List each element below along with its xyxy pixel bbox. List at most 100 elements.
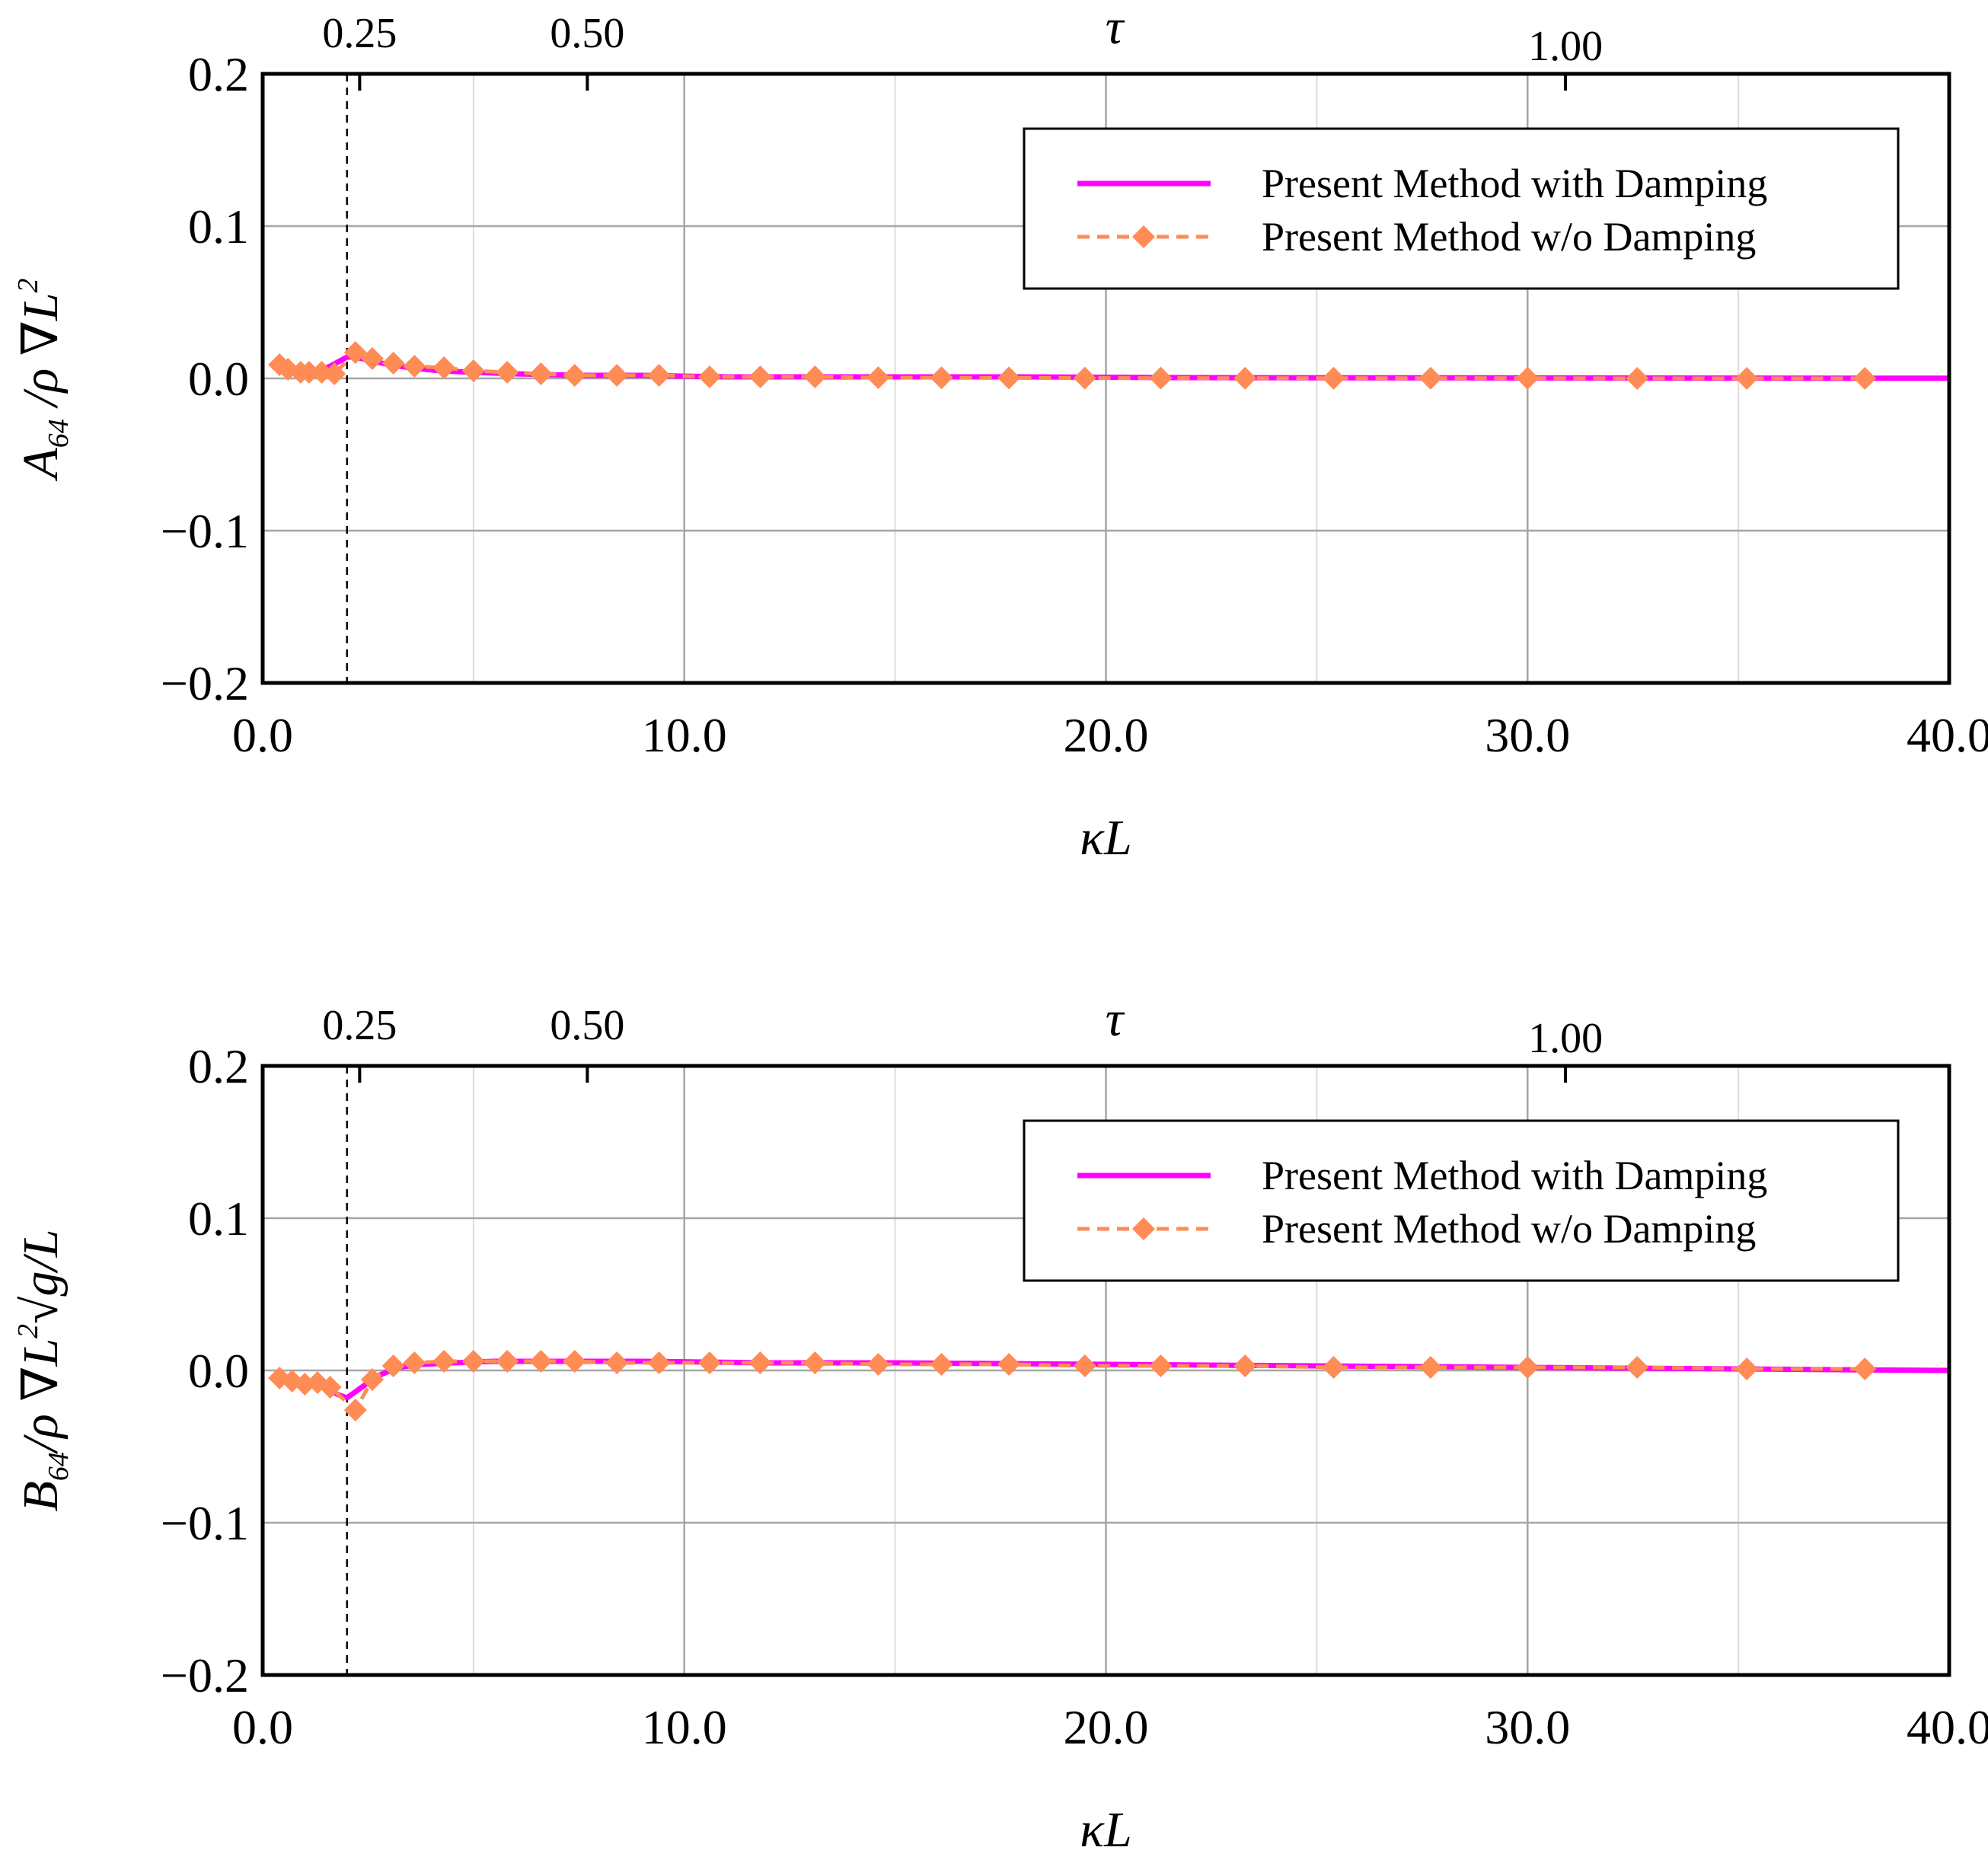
- data-point-marker: [1853, 1358, 1877, 1380]
- data-point-marker: [563, 1350, 586, 1373]
- x-tick-label: 40.0: [1907, 1700, 1988, 1754]
- top-tick-label: 0.50: [550, 1002, 624, 1049]
- legend-label: Present Method w/o Damping: [1262, 214, 1756, 260]
- data-point-marker: [1626, 367, 1649, 390]
- data-point-marker: [1233, 1354, 1257, 1377]
- x-tick-label: 20.0: [1064, 708, 1149, 762]
- data-point-marker: [461, 359, 485, 382]
- data-point-marker: [403, 355, 426, 378]
- top-tick-label: 0.25: [322, 1002, 397, 1049]
- data-point-marker: [496, 361, 519, 384]
- legend-label: Present Method w/o Damping: [1262, 1206, 1756, 1252]
- top-axis-title: τ: [1106, 0, 1125, 55]
- data-point-marker: [930, 366, 953, 390]
- y-axis-title-superscript: 2: [12, 1324, 44, 1338]
- legend-marker: [1132, 1217, 1155, 1240]
- data-point-marker: [997, 1353, 1021, 1376]
- data-point-marker: [403, 1351, 426, 1374]
- data-point-marker: [1516, 366, 1540, 390]
- y-axis-title-middle: /ρ ∇L: [13, 1338, 69, 1455]
- data-point-marker: [997, 366, 1021, 390]
- data-point-marker: [1149, 366, 1173, 390]
- data-point-marker: [697, 1351, 721, 1374]
- y-axis-title-middle: /ρ ∇L: [13, 292, 69, 419]
- data-point-marker: [297, 361, 321, 384]
- data-point-marker: [1418, 1356, 1442, 1379]
- data-point-marker: [803, 365, 827, 388]
- y-axis-title-symbol: B: [13, 1481, 69, 1511]
- data-point-marker: [1418, 366, 1442, 390]
- y-tick-label: 0.1: [188, 199, 249, 254]
- legend-label: Present Method with Damping: [1262, 161, 1767, 206]
- x-tick-label: 40.0: [1907, 708, 1988, 762]
- data-point-marker: [529, 362, 553, 385]
- data-point-marker: [432, 356, 456, 379]
- data-point-marker: [748, 1351, 772, 1374]
- y-axis-title: A64 /ρ ∇L2: [12, 278, 75, 481]
- plot-frame: [260, 72, 1951, 685]
- data-point-marker: [381, 352, 405, 375]
- y-tick-label: 0.1: [188, 1192, 249, 1246]
- x-tick-label: 30.0: [1485, 1700, 1570, 1754]
- chart-b64: 0.20.10.0−0.1−0.20.0 10.0 20.0 30.0 40.0κL0.…: [12, 991, 1988, 1858]
- data-point-marker: [360, 347, 384, 370]
- data-point-marker: [461, 1350, 485, 1373]
- x-axis-title: κL: [1080, 1802, 1131, 1858]
- data-point-marker: [1853, 367, 1877, 390]
- data-point-marker: [323, 362, 346, 385]
- legend-box: [1023, 1119, 1900, 1282]
- y-tick-label: 0.0: [188, 1344, 249, 1398]
- data-point-marker: [1322, 1356, 1345, 1379]
- data-point-marker: [1735, 1358, 1759, 1380]
- legend-label: Present Method with Damping: [1262, 1153, 1767, 1198]
- data-point-marker: [1149, 1354, 1173, 1377]
- y-tick-label: −0.1: [161, 1496, 249, 1550]
- data-point-marker: [496, 1350, 519, 1373]
- x-axis-title: κL: [1080, 810, 1131, 866]
- y-axis-title: B64/ρ ∇L2√g/L: [12, 1230, 75, 1512]
- y-axis-title-superscript: 2: [12, 278, 44, 292]
- legend-marker: [1132, 225, 1155, 248]
- y-tick-label: −0.1: [161, 504, 249, 558]
- data-point-marker: [529, 1350, 553, 1373]
- data-point-marker: [605, 364, 629, 387]
- data-point-marker: [803, 1351, 827, 1374]
- data-point-marker: [1073, 366, 1096, 390]
- y-tick-label: 0.2: [188, 47, 249, 101]
- top-axis-title: τ: [1106, 991, 1125, 1047]
- data-point-marker: [866, 1353, 890, 1376]
- plot-frame: [260, 1064, 1951, 1677]
- data-point-marker: [605, 1351, 629, 1374]
- x-tick-label: 0.0: [232, 708, 293, 762]
- data-point-marker: [930, 1353, 953, 1376]
- chart-a64: 0.20.10.0−0.1−0.20.0 10.0 20.0 30.0 40.0κL0.…: [12, 0, 1988, 866]
- x-tick-label: 20.0: [1064, 1700, 1149, 1754]
- data-point-marker: [1516, 1356, 1540, 1379]
- data-point-marker: [1073, 1354, 1096, 1377]
- data-point-marker: [866, 366, 890, 389]
- y-tick-label: −0.2: [161, 1648, 249, 1702]
- x-tick-label: 10.0: [642, 1700, 727, 1754]
- data-point-marker: [318, 1376, 342, 1399]
- data-point-marker: [360, 1368, 384, 1391]
- y-axis-title-subscript: 64: [43, 1452, 75, 1481]
- data-point-marker: [343, 1399, 367, 1421]
- top-tick-label: 1.00: [1528, 23, 1603, 70]
- top-tick-label: 1.00: [1528, 1015, 1603, 1062]
- data-point-marker: [1735, 367, 1759, 390]
- x-tick-label: 10.0: [642, 708, 727, 762]
- data-point-marker: [1322, 366, 1345, 390]
- y-tick-label: −0.2: [161, 656, 249, 710]
- x-tick-label: 30.0: [1485, 708, 1570, 762]
- data-point-marker: [748, 365, 772, 388]
- y-axis-title-subscript: 64: [43, 419, 75, 448]
- top-tick-label: 0.50: [550, 10, 624, 57]
- top-tick-label: 0.25: [322, 10, 397, 57]
- y-tick-label: 0.0: [188, 352, 249, 406]
- y-axis-title-tail: √g/L: [13, 1230, 69, 1324]
- y-axis-title-symbol: A: [13, 448, 69, 482]
- data-point-marker: [381, 1354, 405, 1377]
- data-point-marker: [563, 364, 586, 387]
- data-point-marker: [343, 341, 367, 364]
